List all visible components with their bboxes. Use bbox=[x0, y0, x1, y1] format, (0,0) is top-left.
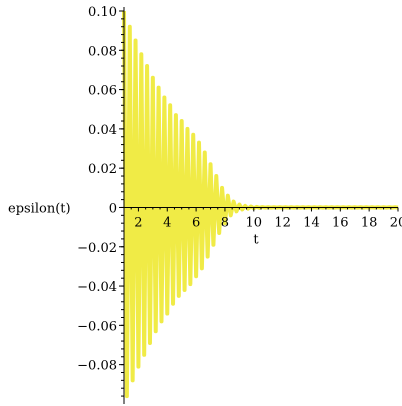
y-tick-label: −0.02 bbox=[77, 241, 117, 256]
y-tick-label: −0.06 bbox=[77, 319, 117, 334]
series-layer bbox=[122, 10, 399, 399]
y-axis-label: epsilon(t) bbox=[8, 201, 71, 216]
x-tick-label: 4 bbox=[163, 215, 171, 230]
x-tick-label: 18 bbox=[361, 215, 378, 230]
y-tick-label: 0.02 bbox=[88, 162, 117, 177]
x-tick-label: 16 bbox=[332, 215, 349, 230]
y-tick-label: 0.06 bbox=[88, 84, 117, 99]
x-tick-label: 12 bbox=[274, 215, 291, 230]
ticks-layer: 2 4 6 8 10 12 14 16 18 20 0.10 0.08 0.06 0.04 0.02 0 −0.… bbox=[77, 5, 402, 397]
x-tick-label: 20 bbox=[390, 215, 402, 230]
y-tick-label: 0.10 bbox=[88, 5, 117, 20]
x-tick-label: 2 bbox=[134, 215, 142, 230]
x-axis-label: t bbox=[253, 232, 259, 247]
x-tick-label: 10 bbox=[246, 215, 263, 230]
x-tick-label: 14 bbox=[303, 215, 320, 230]
y-tick-label: −0.08 bbox=[77, 359, 117, 374]
series-line bbox=[122, 10, 399, 399]
x-tick-label: 6 bbox=[192, 215, 200, 230]
y-tick-label: 0.08 bbox=[88, 44, 117, 59]
x-tick-label: 8 bbox=[221, 215, 229, 230]
y-tick-label: 0.04 bbox=[88, 123, 117, 138]
y-tick-label: 0 bbox=[109, 201, 117, 216]
y-tick-label: −0.04 bbox=[77, 280, 117, 295]
